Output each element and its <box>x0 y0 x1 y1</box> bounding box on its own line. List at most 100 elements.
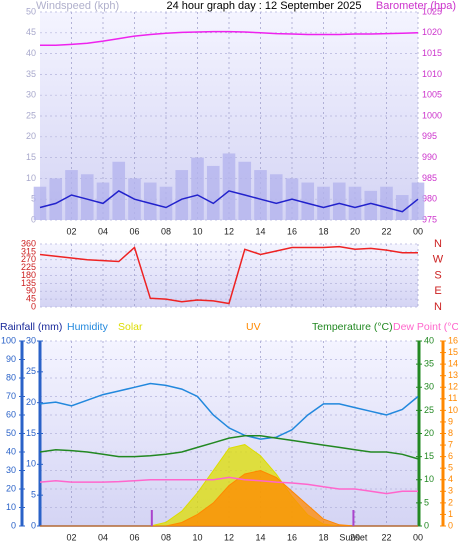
gust-bar <box>395 195 409 220</box>
x-tick-label: 02 <box>66 532 76 542</box>
x-tick-label: 20 <box>350 532 360 542</box>
y-tick-label: 10 <box>448 405 458 415</box>
y-tick-label: 985 <box>422 173 437 183</box>
x-tick-label: 12 <box>224 226 234 236</box>
y-tick-label: 30 <box>424 382 434 392</box>
y-tick-label: 30 <box>6 465 16 475</box>
gust-bar <box>222 153 236 220</box>
y-tick-label: 8 <box>448 428 453 438</box>
y-tick-label: 25 <box>424 405 434 415</box>
y-tick-label: 16 <box>448 335 458 345</box>
gust-bar <box>159 186 173 220</box>
y-tick-label: 315 <box>21 246 36 256</box>
x-tick-label: 08 <box>161 226 171 236</box>
y-tick-label: 6 <box>448 451 453 461</box>
legend-entry: Solar <box>118 321 143 333</box>
y-tick-label: 13 <box>448 370 458 380</box>
x-tick-label: 16 <box>287 226 297 236</box>
y-tick-label: 10 <box>26 459 36 469</box>
x-tick-label: 20 <box>350 226 360 236</box>
y-tick-label: 1 <box>448 509 453 519</box>
y-tick-label: 995 <box>422 131 437 141</box>
y-tick-label: 1000 <box>422 110 442 120</box>
y-tick-label: 980 <box>422 194 437 204</box>
y-tick-label: 70 <box>6 391 16 401</box>
y-tick-label: 45 <box>26 27 36 37</box>
y-tick-label: 225 <box>21 262 36 272</box>
y-tick-label: 360 <box>21 238 36 248</box>
y-tick-label: 5 <box>424 497 429 507</box>
y-tick-label: 100 <box>1 335 16 345</box>
y-tick-label: 40 <box>6 446 16 456</box>
y-tick-label: 30 <box>26 90 36 100</box>
line <box>39 476 418 495</box>
y-tick-label: 45 <box>26 294 36 304</box>
annotation: Sunset <box>339 532 368 542</box>
x-tick-label: 08 <box>161 532 171 542</box>
x-tick-label: 22 <box>381 226 391 236</box>
y-tick-label: 10 <box>6 502 16 512</box>
y-tick-label: S <box>434 269 441 281</box>
gust-bar <box>33 186 47 220</box>
gust-bar <box>49 178 63 220</box>
y-tick-label: 7 <box>448 439 453 449</box>
y-tick-label: 1020 <box>422 27 442 37</box>
y-tick-label: 15 <box>448 347 458 357</box>
gust-bar <box>317 186 330 220</box>
gust-bar <box>80 174 94 220</box>
x-tick-label: 04 <box>98 532 108 542</box>
y-tick-label: 0 <box>11 520 16 530</box>
y-tick-label: 25 <box>26 110 36 120</box>
x-tick-label: 22 <box>381 532 391 542</box>
y-tick-label: 0 <box>31 214 36 224</box>
x-tick-label: 14 <box>255 226 265 236</box>
y-tick-label: 20 <box>26 397 36 407</box>
y-tick-label: 135 <box>21 278 36 288</box>
y-tick-label: 40 <box>26 48 36 58</box>
y-tick-label: 180 <box>21 270 36 280</box>
x-tick-label: 00 <box>413 532 423 542</box>
gust-bar <box>269 174 283 220</box>
gust-bar <box>411 182 425 220</box>
x-tick-label: 00 <box>413 226 423 236</box>
y-tick-label: N <box>434 238 442 250</box>
area <box>40 469 418 527</box>
x-tick-label: 04 <box>98 226 108 236</box>
y-tick-label: 30 <box>26 335 36 345</box>
gust-bar <box>380 186 393 220</box>
y-tick-label: 0 <box>31 520 36 530</box>
y-tick-label: 0 <box>448 520 453 530</box>
y-tick-label: 80 <box>6 372 16 382</box>
y-tick-label: 1005 <box>422 90 442 100</box>
y-tick-label: 975 <box>422 214 437 224</box>
gust-bar <box>332 182 346 220</box>
y-tick-label: 1025 <box>422 6 442 16</box>
y-tick-label: 90 <box>26 286 36 296</box>
y-tick-label: N <box>434 301 442 313</box>
y-tick-label: 50 <box>6 428 16 438</box>
gust-bar <box>191 157 204 220</box>
legend-entry: Temperature (°C) <box>312 321 393 333</box>
y-tick-label: 40 <box>424 335 434 345</box>
x-tick-label: 06 <box>129 532 139 542</box>
y-tick-label: 14 <box>448 359 458 369</box>
y-tick-label: W <box>433 254 444 266</box>
y-tick-label: 90 <box>6 354 16 364</box>
y-tick-label: 60 <box>6 409 16 419</box>
baro-axis-label: Barometer (hpa) <box>376 0 456 12</box>
y-tick-label: 15 <box>26 152 36 162</box>
x-tick-label: 10 <box>192 532 202 542</box>
gust-bar <box>364 190 378 220</box>
y-tick-label: 15 <box>26 428 36 438</box>
y-tick-label: 9 <box>448 416 453 426</box>
gust-bar <box>238 161 252 220</box>
chart-title: 24 hour graph day : 12 September 2025 <box>166 0 361 12</box>
gust-bar <box>301 182 315 220</box>
x-tick-label: 18 <box>318 532 328 542</box>
y-tick-label: 50 <box>26 6 36 16</box>
y-tick-label: 270 <box>21 254 36 264</box>
line <box>40 30 419 47</box>
y-tick-label: E <box>434 285 441 297</box>
gust-bar <box>206 165 220 220</box>
x-tick-label: 12 <box>224 532 234 542</box>
